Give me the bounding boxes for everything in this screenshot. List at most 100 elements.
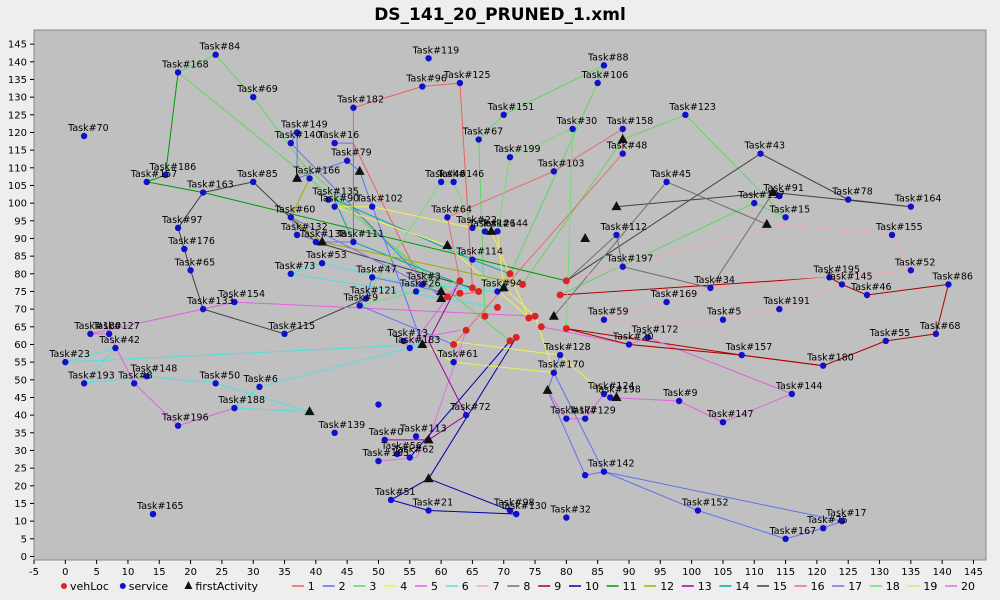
legend-label: 9 — [554, 580, 561, 593]
service-point — [287, 139, 294, 147]
service-point — [450, 358, 457, 366]
task-label: Task#177 — [549, 406, 597, 417]
service-point — [719, 316, 727, 323]
service-point — [757, 150, 764, 157]
service-point — [312, 238, 320, 246]
vehloc-point — [456, 277, 464, 285]
y-tick-label: 85 — [14, 252, 27, 263]
service-point — [419, 281, 426, 288]
first-activity-marker — [761, 218, 772, 228]
task-label: Task#166 — [293, 165, 341, 176]
task-label: Task#97 — [161, 215, 203, 226]
service-point — [412, 433, 420, 440]
legend-label: 11 — [623, 580, 637, 593]
service-point — [694, 507, 702, 514]
y-tick-label: 55 — [14, 358, 27, 369]
task-label: Task#22 — [455, 215, 497, 226]
vehloc-point — [519, 280, 527, 288]
task-label: Task#46 — [424, 169, 466, 180]
legend: vehLoc service firstActivity 1 2 3 4 5 6 7 8 9 10 11 1… — [61, 580, 975, 593]
y-tick-label: 35 — [14, 428, 27, 439]
x-tick-label: 10 — [122, 567, 135, 578]
task-label: Task#111 — [336, 229, 384, 240]
legend-label: firstActivity — [195, 580, 258, 593]
task-label: Task#47 — [355, 264, 397, 275]
x-axis: -5 0 5 10 15 20 25 30 35 40 45 50 55 60 65 70 75 80 85 90 95… — [29, 560, 983, 578]
task-label: Task#86 — [931, 271, 973, 282]
y-tick-label: 65 — [14, 322, 27, 333]
service-points: Task#84 Task#119 Task#88 Task#168 Task#106 Ta… — [48, 42, 973, 542]
task-label: Task#32 — [549, 505, 591, 516]
x-tick-label: 130 — [870, 567, 889, 578]
service-point — [581, 472, 589, 479]
x-tick-label: 45 — [341, 567, 354, 578]
service-point — [406, 454, 413, 461]
task-label: Task#191 — [762, 296, 810, 307]
task-label: Task#127 — [92, 321, 140, 332]
service-point — [250, 178, 257, 186]
vehloc-point — [525, 314, 533, 322]
y-tick-label: 120 — [8, 128, 27, 139]
vehloc-point — [537, 323, 545, 331]
task-label: Task#125 — [443, 70, 491, 81]
task-label: Task#16 — [318, 130, 360, 141]
route-line — [447, 340, 611, 398]
service-point — [149, 510, 157, 518]
x-tick-label: 5 — [93, 567, 99, 578]
x-tick-label: 30 — [247, 567, 260, 578]
plot-area — [33, 29, 987, 561]
service-point — [143, 373, 150, 380]
task-label: Task#176 — [167, 236, 215, 247]
route-line — [290, 262, 498, 308]
first-activity-marker — [417, 338, 428, 348]
route-line — [177, 54, 511, 342]
legend-label: vehLoc — [70, 580, 109, 593]
task-label: Task#79 — [330, 148, 372, 159]
x-tick-label: 75 — [529, 567, 542, 578]
task-label: Task#126 — [468, 218, 516, 229]
task-label: Task#73 — [274, 261, 316, 272]
x-tick-label: 65 — [466, 567, 479, 578]
task-label: Task#199 — [493, 144, 541, 155]
service-point — [437, 178, 445, 186]
legend-label: 3 — [369, 580, 376, 593]
task-label: Task#67 — [462, 127, 504, 138]
y-tick-label: 130 — [8, 93, 27, 104]
task-label: Task#42 — [98, 335, 140, 346]
task-label: Task#30 — [556, 116, 598, 127]
task-label: Task#8 — [117, 370, 153, 381]
service-point — [556, 351, 564, 359]
task-label: Task#167 — [769, 526, 817, 537]
service-point — [425, 55, 432, 62]
y-axis: 0 5 10 15 20 25 30 35 40 45 50 55 60 65 70 75 80 85 90 95 10… — [8, 40, 34, 563]
task-label: Task#64 — [430, 204, 472, 215]
task-label: Task#158 — [606, 116, 654, 127]
task-label: Task#59 — [587, 307, 629, 318]
task-label: Task#151 — [487, 102, 535, 113]
legend-label: 18 — [886, 580, 900, 593]
vehloc-point — [506, 337, 514, 345]
service-point — [325, 196, 332, 203]
service-point — [199, 305, 207, 313]
service-point — [550, 369, 558, 376]
task-label: Task#15 — [769, 204, 811, 215]
service-point — [331, 429, 338, 436]
service-point — [506, 507, 514, 514]
service-point — [600, 390, 608, 398]
legend-label: 13 — [698, 580, 712, 593]
task-label: Task#43 — [744, 141, 786, 152]
x-tick-label: 80 — [560, 567, 573, 578]
y-tick-label: 5 — [21, 534, 27, 545]
service-point — [932, 330, 940, 338]
service-point — [375, 457, 382, 465]
task-label: Task#130 — [499, 501, 547, 512]
legend-label: 10 — [585, 580, 599, 593]
vehloc-point — [481, 312, 489, 320]
first-activity-marker — [436, 285, 447, 295]
service-point — [381, 436, 388, 444]
service-point — [256, 383, 263, 391]
task-label: Task#163 — [186, 180, 234, 191]
task-label: Task#145 — [825, 271, 873, 282]
task-label: Task#183 — [393, 335, 441, 346]
